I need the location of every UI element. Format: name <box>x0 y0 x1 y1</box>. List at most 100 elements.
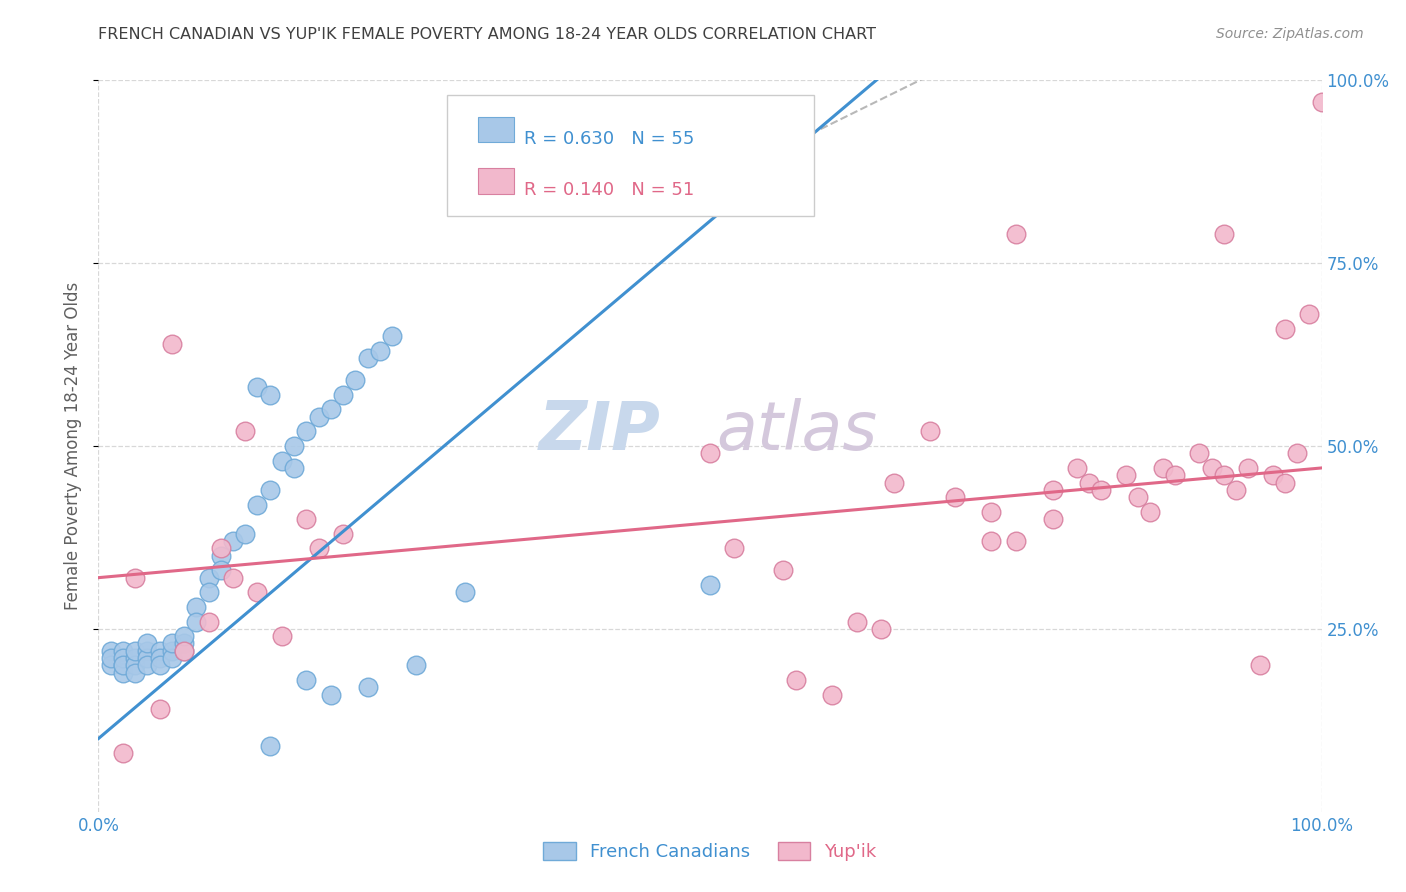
Point <box>295 512 318 526</box>
Point <box>259 739 281 753</box>
Point <box>111 651 134 665</box>
Point <box>173 636 195 650</box>
Point <box>259 388 281 402</box>
Point <box>124 665 146 680</box>
Point <box>1164 468 1187 483</box>
Point <box>149 644 172 658</box>
Point <box>1212 468 1234 483</box>
Point <box>308 541 330 556</box>
Point <box>1274 322 1296 336</box>
Point <box>1115 468 1137 483</box>
Point <box>160 644 183 658</box>
Point <box>124 651 146 665</box>
Point <box>1042 483 1064 497</box>
Point <box>136 658 159 673</box>
Point <box>1310 95 1333 110</box>
Point <box>160 336 183 351</box>
Point <box>222 534 245 549</box>
Point <box>821 688 844 702</box>
Point <box>295 673 318 687</box>
Point <box>356 351 378 366</box>
Point <box>845 615 868 629</box>
Point <box>1286 446 1309 460</box>
Point <box>160 636 183 650</box>
Point <box>870 622 893 636</box>
Point <box>344 373 367 387</box>
Point <box>723 541 745 556</box>
Text: Source: ZipAtlas.com: Source: ZipAtlas.com <box>1216 27 1364 41</box>
Point <box>111 644 134 658</box>
Point <box>1004 227 1026 241</box>
Point <box>111 665 134 680</box>
Point <box>319 402 342 417</box>
Point <box>368 343 391 358</box>
Point <box>283 461 305 475</box>
Point <box>295 425 318 439</box>
Point <box>772 563 794 577</box>
Point <box>1128 490 1150 504</box>
Point <box>197 571 219 585</box>
Point <box>136 636 159 650</box>
Point <box>1188 446 1211 460</box>
Point <box>405 658 427 673</box>
Point <box>246 585 269 599</box>
Point <box>124 658 146 673</box>
FancyBboxPatch shape <box>447 95 814 216</box>
Point <box>1066 461 1088 475</box>
Point <box>1090 483 1112 497</box>
Point <box>100 644 122 658</box>
Text: R = 0.140   N = 51: R = 0.140 N = 51 <box>524 181 695 199</box>
Point <box>1004 534 1026 549</box>
Point <box>100 651 122 665</box>
Point <box>319 688 342 702</box>
Text: R = 0.630   N = 55: R = 0.630 N = 55 <box>524 130 695 148</box>
Point <box>111 658 134 673</box>
Point <box>270 629 294 643</box>
Point <box>233 425 256 439</box>
Point <box>136 651 159 665</box>
Point <box>699 446 721 460</box>
Point <box>1237 461 1260 475</box>
Point <box>173 644 195 658</box>
Text: atlas: atlas <box>716 399 877 465</box>
Point <box>332 526 354 541</box>
Point <box>259 483 281 497</box>
Point <box>233 526 256 541</box>
Point <box>209 563 232 577</box>
Point <box>160 651 183 665</box>
Point <box>1298 307 1320 321</box>
Y-axis label: Female Poverty Among 18-24 Year Olds: Female Poverty Among 18-24 Year Olds <box>65 282 83 610</box>
Point <box>1212 227 1234 241</box>
Point <box>1261 468 1284 483</box>
Point <box>197 615 219 629</box>
Point <box>332 388 354 402</box>
Point <box>1274 475 1296 490</box>
Point <box>1042 512 1064 526</box>
Point <box>186 599 208 614</box>
Point <box>124 644 146 658</box>
Point <box>1152 461 1174 475</box>
Point <box>699 578 721 592</box>
Point <box>173 629 195 643</box>
Point <box>209 541 232 556</box>
Point <box>100 658 122 673</box>
Point <box>246 380 269 394</box>
Point <box>149 651 172 665</box>
Point <box>209 549 232 563</box>
Point <box>270 453 294 467</box>
Point <box>980 534 1002 549</box>
Point <box>381 329 404 343</box>
Point <box>785 673 807 687</box>
Point <box>283 439 305 453</box>
Point <box>149 702 172 716</box>
FancyBboxPatch shape <box>478 168 515 194</box>
Point <box>186 615 208 629</box>
Point <box>943 490 966 504</box>
Text: ZIP: ZIP <box>538 399 661 465</box>
Point <box>124 571 146 585</box>
Point <box>1225 483 1247 497</box>
Point <box>222 571 245 585</box>
Text: FRENCH CANADIAN VS YUP'IK FEMALE POVERTY AMONG 18-24 YEAR OLDS CORRELATION CHART: FRENCH CANADIAN VS YUP'IK FEMALE POVERTY… <box>98 27 876 42</box>
Point <box>883 475 905 490</box>
Point <box>111 658 134 673</box>
